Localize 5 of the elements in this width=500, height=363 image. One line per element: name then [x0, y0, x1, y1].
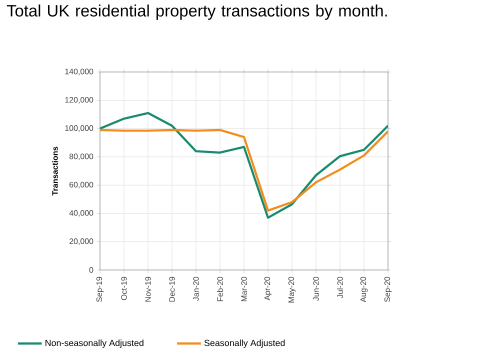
line-series — [100, 128, 388, 212]
line-series — [100, 112, 388, 219]
chart-title: Total UK residential property transactions by month. — [6, 4, 387, 20]
legend-label: Seasonally Adjusted — [204, 340, 285, 348]
legend-label: Non-seasonally Adjusted — [46, 340, 144, 348]
